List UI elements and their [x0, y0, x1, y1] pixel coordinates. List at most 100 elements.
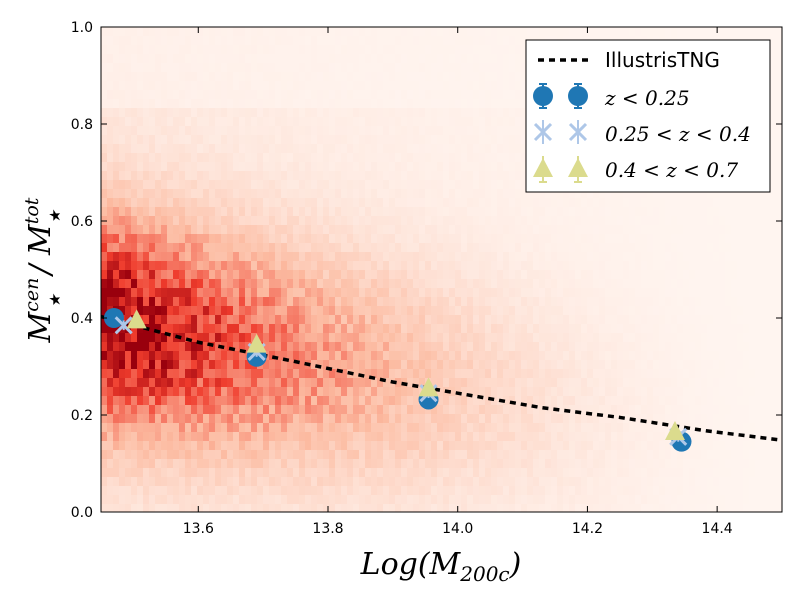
hexbin-cell	[311, 297, 318, 307]
hexbin-cell	[317, 396, 324, 406]
hexbin-cell	[437, 387, 444, 397]
hexbin-cell	[275, 144, 282, 154]
hexbin-cell	[251, 63, 258, 73]
hexbin-cell	[173, 297, 180, 307]
hexbin-cell	[167, 306, 174, 316]
hexbin-cell	[671, 297, 678, 307]
hexbin-cell	[167, 198, 174, 208]
hexbin-cell	[425, 360, 432, 370]
hexbin-cell	[761, 279, 768, 289]
hexbin-cell	[335, 99, 342, 109]
hexbin-cell	[377, 342, 384, 352]
hexbin-cell	[269, 243, 276, 253]
hexbin-cell	[461, 360, 468, 370]
hexbin-cell	[467, 225, 474, 235]
hexbin-cell	[227, 189, 234, 199]
hexbin-cell	[695, 198, 702, 208]
hexbin-cell	[143, 234, 150, 244]
hexbin-cell	[419, 72, 426, 82]
hexbin-cell	[437, 369, 444, 379]
hexbin-cell	[629, 198, 636, 208]
hexbin-cell	[353, 81, 360, 91]
hexbin-cell	[155, 378, 162, 388]
hexbin-cell	[281, 333, 288, 343]
hexbin-cell	[395, 297, 402, 307]
hexbin-cell	[209, 234, 216, 244]
hexbin-cell	[335, 189, 342, 199]
hexbin-cell	[371, 360, 378, 370]
hexbin-cell	[599, 360, 606, 370]
hexbin-cell	[113, 360, 120, 370]
hexbin-cell	[317, 162, 324, 172]
hexbin-cell	[119, 387, 126, 397]
hexbin-cell	[755, 387, 762, 397]
hexbin-cell	[371, 162, 378, 172]
hexbin-cell	[635, 351, 642, 361]
hexbin-cell	[635, 198, 642, 208]
hexbin-cell	[317, 117, 324, 127]
hexbin-cell	[563, 198, 570, 208]
hexbin-cell	[281, 45, 288, 55]
hexbin-cell	[437, 72, 444, 82]
hexbin-cell	[437, 270, 444, 280]
hexbin-cell	[185, 351, 192, 361]
hexbin-cell	[275, 27, 282, 37]
hexbin-cell	[281, 387, 288, 397]
hexbin-cell	[275, 333, 282, 343]
hexbin-cell	[281, 261, 288, 271]
hexbin-cell	[287, 36, 294, 46]
hexbin-cell	[437, 171, 444, 181]
hexbin-cell	[155, 99, 162, 109]
hexbin-cell	[365, 90, 372, 100]
hexbin-cell	[341, 45, 348, 55]
hexbin-cell	[743, 198, 750, 208]
hexbin-cell	[557, 270, 564, 280]
hexbin-cell	[467, 216, 474, 226]
hexbin-cell	[779, 243, 782, 253]
hexbin-cell	[281, 315, 288, 325]
hexbin-cell	[671, 207, 678, 217]
hexbin-cell	[569, 216, 576, 226]
hexbin-cell	[233, 189, 240, 199]
hexbin-cell	[275, 45, 282, 55]
hexbin-cell	[683, 387, 690, 397]
hexbin-cell	[503, 324, 510, 334]
hexbin-cell	[473, 333, 480, 343]
hexbin-cell	[275, 54, 282, 64]
hexbin-cell	[263, 180, 270, 190]
hexbin-cell	[587, 261, 594, 271]
hexbin-cell	[161, 261, 168, 271]
hexbin-cell	[335, 144, 342, 154]
hexbin-cell	[269, 324, 276, 334]
hexbin-cell	[461, 90, 468, 100]
hexbin-cell	[335, 405, 342, 415]
hexbin-cell	[329, 378, 336, 388]
hexbin-cell	[503, 90, 510, 100]
hexbin-cell	[371, 261, 378, 271]
hexbin-cell	[527, 387, 534, 397]
hexbin-cell	[467, 378, 474, 388]
hexbin-cell	[263, 108, 270, 118]
hexbin-cell	[773, 162, 780, 172]
hexbin-cell	[467, 396, 474, 406]
hexbin-cell	[377, 36, 384, 46]
hexbin-cell	[491, 153, 498, 163]
hexbin-cell	[167, 315, 174, 325]
hexbin-cell	[587, 234, 594, 244]
hexbin-cell	[197, 45, 204, 55]
hexbin-cell	[305, 270, 312, 280]
hexbin-cell	[299, 351, 306, 361]
hexbin-cell	[437, 90, 444, 100]
hexbin-cell	[293, 153, 300, 163]
hexbin-cell	[143, 333, 150, 343]
hexbin-cell	[191, 198, 198, 208]
hexbin-cell	[413, 72, 420, 82]
hexbin-cell	[737, 405, 744, 415]
hexbin-cell	[173, 99, 180, 109]
hexbin-cell	[665, 252, 672, 262]
hexbin-cell	[149, 171, 156, 181]
hexbin-cell	[221, 99, 228, 109]
hexbin-cell	[461, 198, 468, 208]
hexbin-cell	[521, 27, 528, 37]
hexbin-cell	[233, 72, 240, 82]
